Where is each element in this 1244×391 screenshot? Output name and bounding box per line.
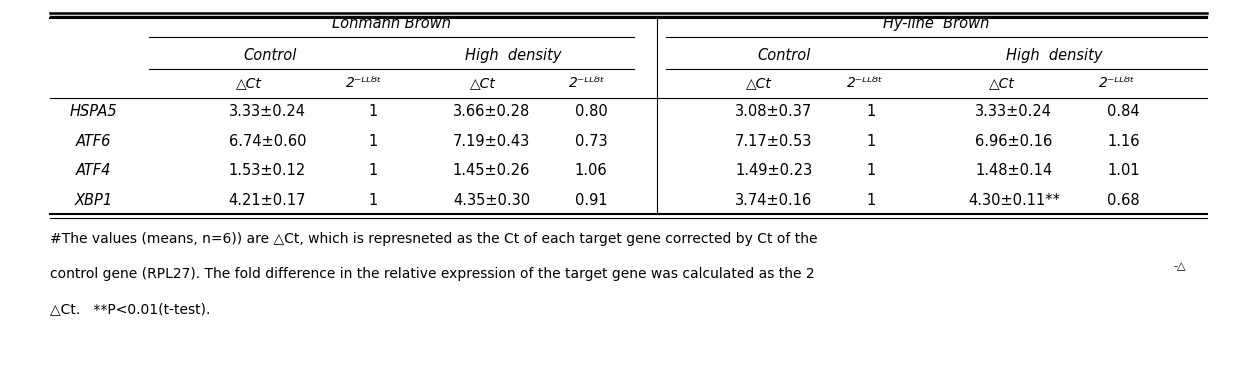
Text: △Ct: △Ct bbox=[746, 76, 771, 90]
Text: Control: Control bbox=[758, 48, 810, 63]
Text: Control: Control bbox=[244, 48, 297, 63]
Text: 2⁻ᴸᴸᴽᵗ: 2⁻ᴸᴸᴽᵗ bbox=[846, 76, 883, 90]
Text: 3.74±0.16: 3.74±0.16 bbox=[735, 193, 812, 208]
Text: High  density: High density bbox=[465, 48, 561, 63]
Text: HSPA5: HSPA5 bbox=[70, 104, 117, 119]
Text: 3.33±0.24: 3.33±0.24 bbox=[229, 104, 306, 119]
Text: 1: 1 bbox=[866, 104, 876, 119]
Text: High  density: High density bbox=[1006, 48, 1102, 63]
Text: 6.74±0.60: 6.74±0.60 bbox=[229, 134, 306, 149]
Text: 4.30±0.11**: 4.30±0.11** bbox=[968, 193, 1060, 208]
Text: 1: 1 bbox=[368, 134, 378, 149]
Text: 0.91: 0.91 bbox=[575, 193, 607, 208]
Text: 3.08±0.37: 3.08±0.37 bbox=[735, 104, 812, 119]
Text: 4.21±0.17: 4.21±0.17 bbox=[229, 193, 306, 208]
Text: Lohmann Brown: Lohmann Brown bbox=[332, 16, 452, 31]
Text: 1.45±0.26: 1.45±0.26 bbox=[453, 163, 530, 178]
Text: 2⁻ᴸᴸᴽᵗ: 2⁻ᴸᴸᴽᵗ bbox=[569, 76, 606, 90]
Text: △Ct: △Ct bbox=[470, 76, 495, 90]
Text: ATF6: ATF6 bbox=[76, 134, 111, 149]
Text: 2⁻ᴸᴸᴽᵗ: 2⁻ᴸᴸᴽᵗ bbox=[1098, 76, 1136, 90]
Text: 2⁻ᴸᴸᴽᵗ: 2⁻ᴸᴸᴽᵗ bbox=[346, 76, 383, 90]
Text: 1.16: 1.16 bbox=[1107, 134, 1140, 149]
Text: 1: 1 bbox=[866, 163, 876, 178]
Text: 1: 1 bbox=[368, 163, 378, 178]
Text: 7.19±0.43: 7.19±0.43 bbox=[453, 134, 530, 149]
Text: 1: 1 bbox=[866, 134, 876, 149]
Text: 1.48±0.14: 1.48±0.14 bbox=[975, 163, 1052, 178]
Text: 1.49±0.23: 1.49±0.23 bbox=[735, 163, 812, 178]
Text: 3.33±0.24: 3.33±0.24 bbox=[975, 104, 1052, 119]
Text: XBP1: XBP1 bbox=[75, 193, 112, 208]
Text: 3.66±0.28: 3.66±0.28 bbox=[453, 104, 530, 119]
Text: 0.68: 0.68 bbox=[1107, 193, 1140, 208]
Text: △Ct.   **P<0.01(t-test).: △Ct. **P<0.01(t-test). bbox=[50, 303, 210, 317]
Text: ATF4: ATF4 bbox=[76, 163, 111, 178]
Text: 0.80: 0.80 bbox=[575, 104, 607, 119]
Text: control gene (RPL27). The fold difference in the relative expression of the targ: control gene (RPL27). The fold differenc… bbox=[50, 267, 815, 282]
Text: △Ct: △Ct bbox=[236, 76, 261, 90]
Text: 1.01: 1.01 bbox=[1107, 163, 1140, 178]
Text: #The values (means, n=6)) are △Ct, which is represneted as the Ct of each target: #The values (means, n=6)) are △Ct, which… bbox=[50, 232, 817, 246]
Text: -△: -△ bbox=[1173, 262, 1186, 272]
Text: 0.84: 0.84 bbox=[1107, 104, 1140, 119]
Text: 1: 1 bbox=[866, 193, 876, 208]
Text: 1: 1 bbox=[368, 104, 378, 119]
Text: 0.73: 0.73 bbox=[575, 134, 607, 149]
Text: 1: 1 bbox=[368, 193, 378, 208]
Text: 6.96±0.16: 6.96±0.16 bbox=[975, 134, 1052, 149]
Text: △Ct: △Ct bbox=[989, 76, 1014, 90]
Text: 1.53±0.12: 1.53±0.12 bbox=[229, 163, 306, 178]
Text: 7.17±0.53: 7.17±0.53 bbox=[735, 134, 812, 149]
Text: 1.06: 1.06 bbox=[575, 163, 607, 178]
Text: 4.35±0.30: 4.35±0.30 bbox=[453, 193, 530, 208]
Text: Hy-line  Brown: Hy-line Brown bbox=[883, 16, 989, 31]
